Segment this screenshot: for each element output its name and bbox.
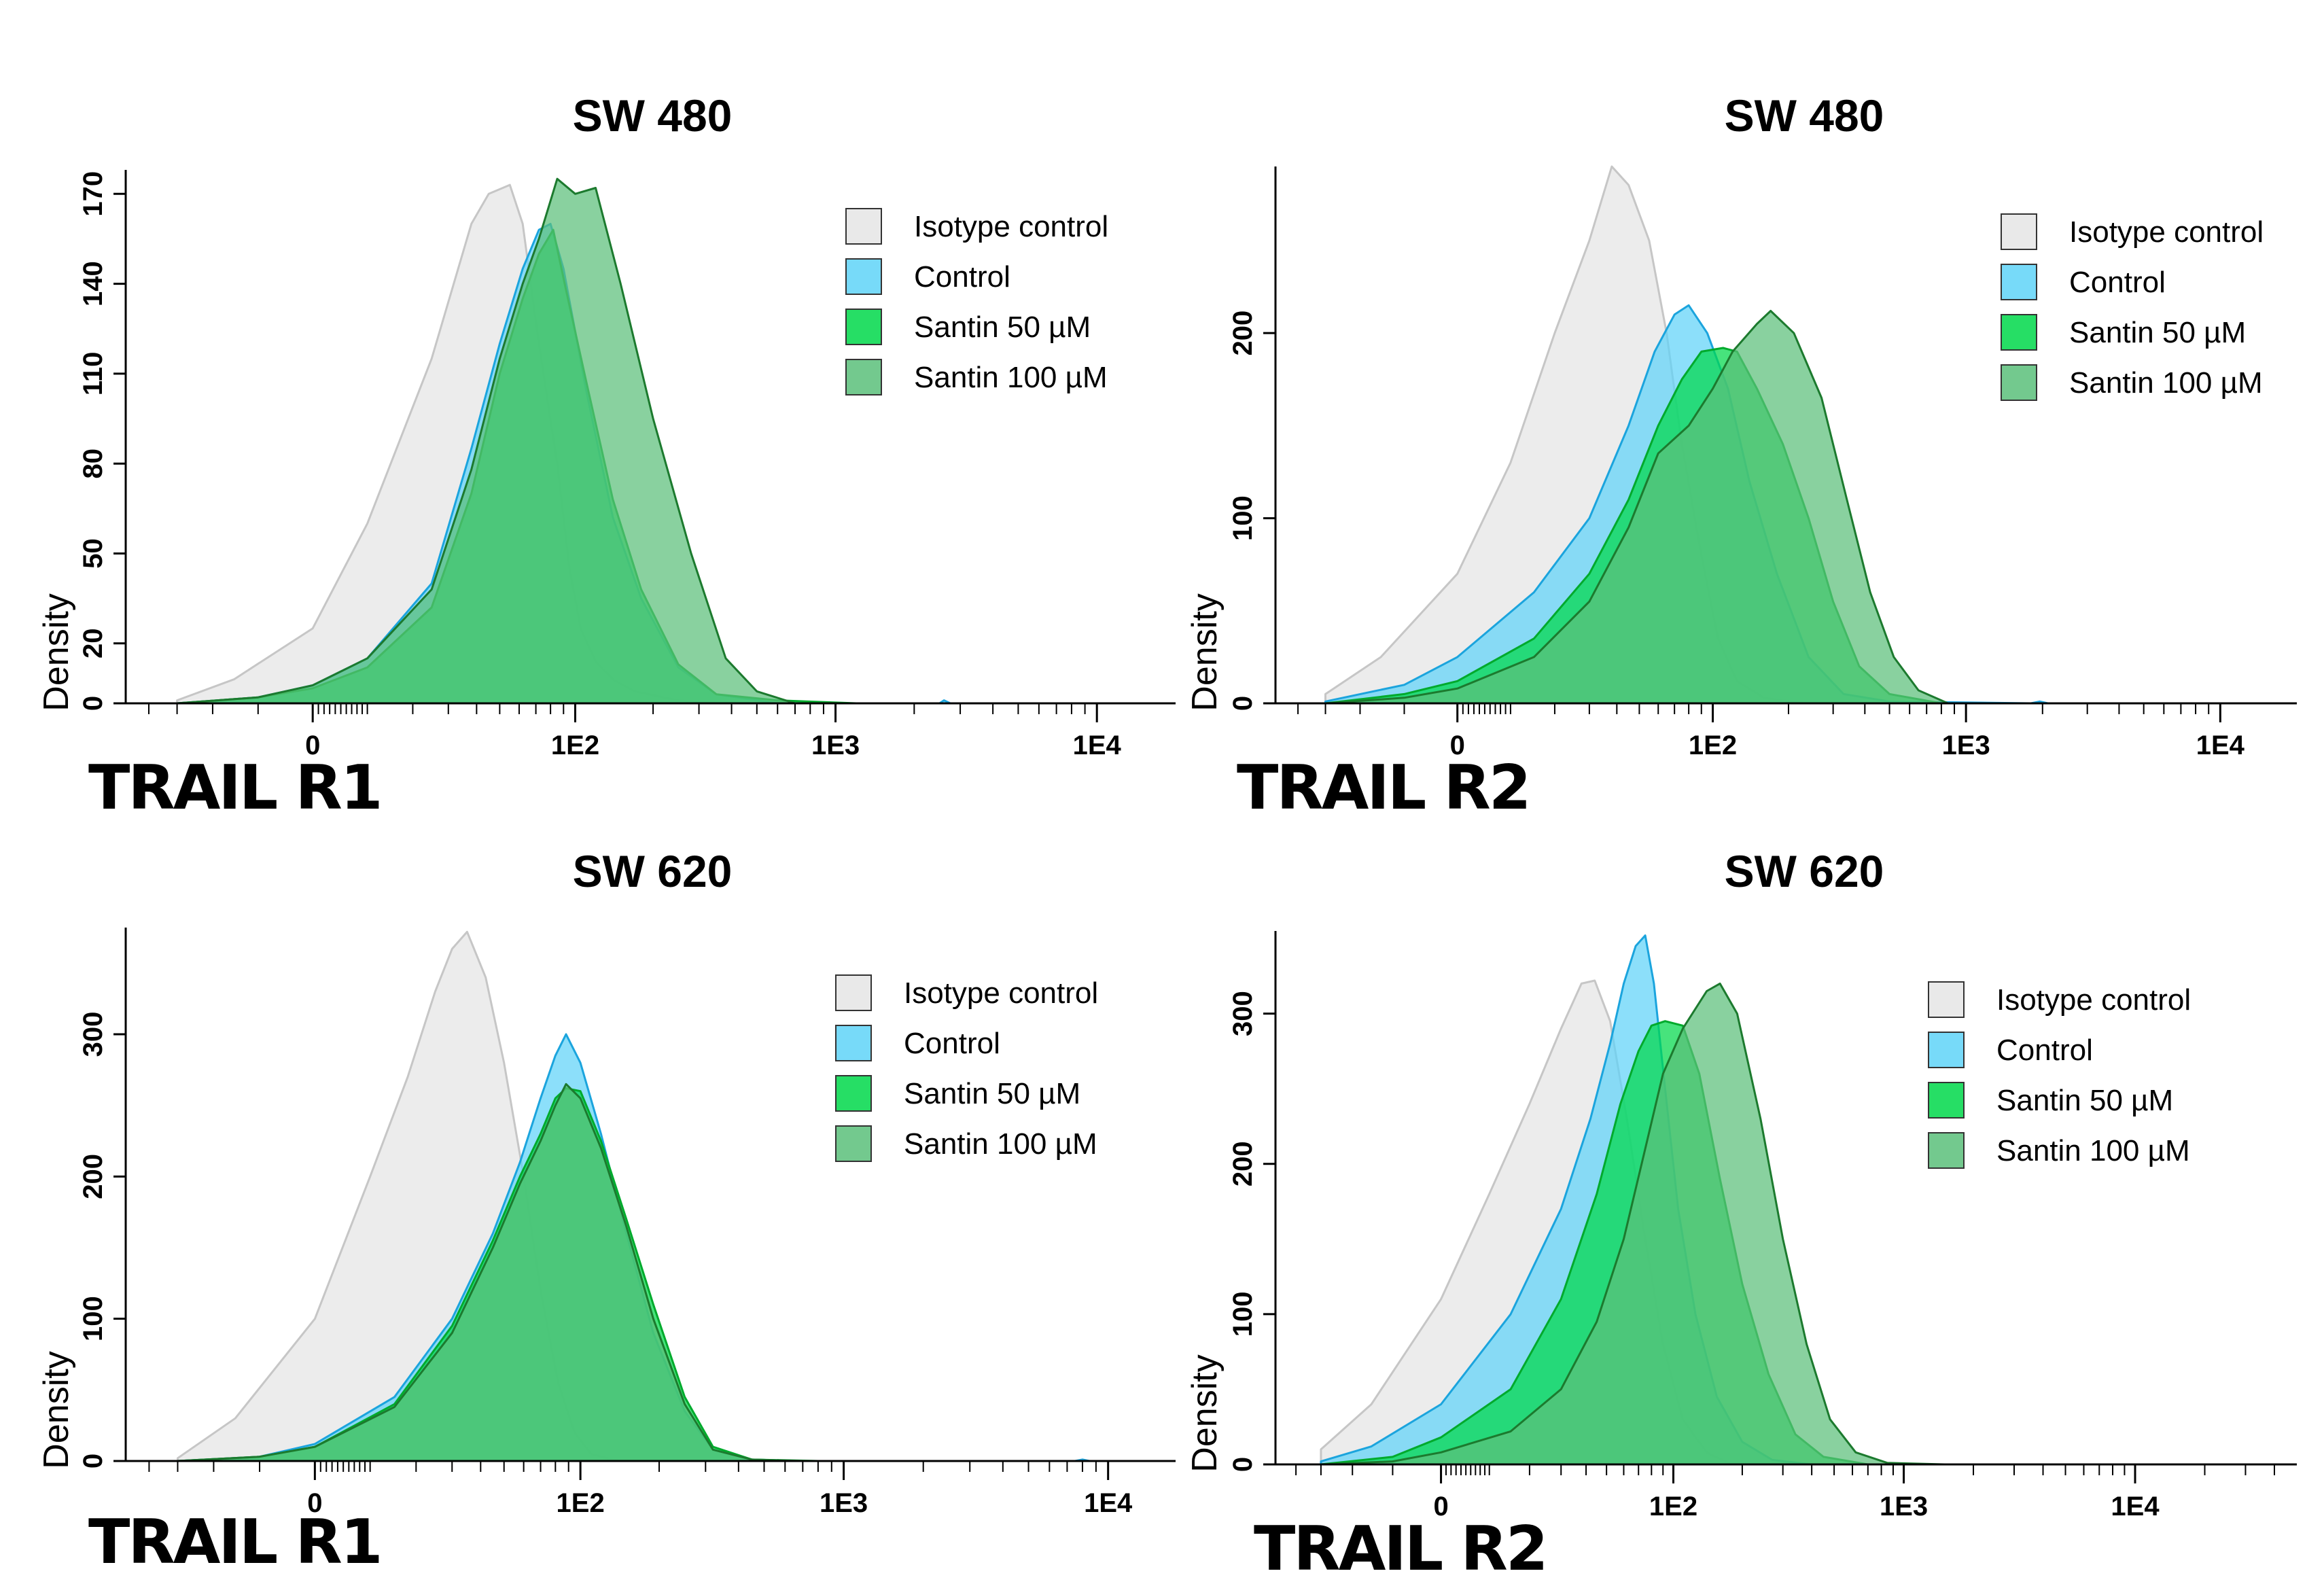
chart-title: SW 620 (573, 846, 733, 896)
y-tick-label: 80 (78, 448, 108, 479)
legend-label: Isotype control (2069, 215, 2264, 249)
x-tick-label: 1E3 (1942, 731, 1990, 760)
y-tick-label: 110 (78, 352, 108, 396)
legend-label: Santin 100 µM (2069, 366, 2263, 400)
x-tick-label: 1E3 (820, 1488, 868, 1518)
legend-swatch (835, 1025, 872, 1061)
y-axis-label: Density (1185, 1354, 1225, 1472)
legend-swatch (835, 1125, 872, 1162)
density-area (176, 177, 796, 705)
x-axis-label: TRAIL R1 (88, 1507, 381, 1578)
legend-swatch (1928, 981, 1965, 1018)
x-tick-label: 1E3 (811, 731, 860, 760)
y-tick-label: 140 (78, 261, 108, 306)
y-tick-label: 0 (78, 1454, 108, 1468)
legend-swatch (1928, 1032, 1965, 1068)
x-tick-label: 1E4 (1073, 731, 1122, 760)
density-area (177, 1083, 804, 1462)
legend-label: Isotype control (1996, 983, 2191, 1017)
x-tick-label: 0 (1433, 1492, 1448, 1521)
histogram-panel: SW 620 0 1E2 1E3 1E4 0 100 200 300 Density TRAIL R… (37, 846, 1176, 1578)
y-tick-label: 0 (1228, 696, 1258, 711)
density-area (1320, 982, 1946, 1466)
chart-title: SW 620 (1725, 846, 1884, 896)
y-tick-label: 100 (1228, 495, 1258, 541)
legend-label: Control (2069, 266, 2166, 299)
x-tick-label: 1E2 (557, 1488, 605, 1518)
x-axis-label: TRAIL R2 (1237, 752, 1529, 824)
x-axis-label: TRAIL R1 (88, 752, 381, 824)
x-tick-label: 1E4 (1084, 1488, 1133, 1518)
legend-label: Control (1996, 1034, 2093, 1067)
x-tick-label: 1E4 (2196, 731, 2245, 760)
y-tick-label: 50 (78, 538, 108, 569)
x-tick-label: 1E2 (1649, 1492, 1697, 1521)
legend-swatch (1928, 1082, 1965, 1119)
histogram-panel: SW 480 0 1E2 1E3 1E4 0 20 50 80 110 140 170 Density T… (37, 90, 1176, 824)
chart-title: SW 480 (573, 90, 733, 141)
y-tick-label: 20 (78, 629, 108, 659)
legend-label: Santin 50 µM (1996, 1084, 2173, 1117)
legend: Isotype control Control Santin 50 µM Santin… (1928, 981, 2191, 1169)
y-tick-label: 300 (78, 1012, 108, 1057)
y-axis-label: Density (37, 1351, 76, 1468)
x-axis-label: TRAIL R2 (1254, 1513, 1546, 1584)
legend-swatch (845, 359, 882, 395)
legend-label: Isotype control (914, 210, 1108, 243)
legend-label: Santin 50 µM (914, 311, 1091, 344)
y-tick-label: 200 (1228, 1141, 1258, 1186)
legend-label: Control (904, 1027, 1000, 1060)
legend: Isotype control Control Santin 50 µM Santin… (835, 974, 1098, 1162)
x-tick-label: 1E2 (551, 731, 599, 760)
y-tick-label: 0 (1228, 1457, 1258, 1472)
y-tick-label: 170 (78, 171, 108, 217)
histogram-panel: SW 620 0 1E2 1E3 1E4 0 100 200 300 Density TRAIL R… (1185, 846, 2297, 1584)
legend-label: Santin 100 µM (914, 361, 1108, 394)
legend-swatch (835, 974, 872, 1011)
density-area (1324, 310, 1950, 705)
legend-label: Santin 100 µM (904, 1127, 1097, 1161)
legend-swatch (845, 309, 882, 345)
legend: Isotype control Control Santin 50 µM Santin… (2001, 213, 2264, 401)
y-tick-label: 100 (1228, 1291, 1258, 1337)
legend-label: Santin 100 µM (1996, 1134, 2190, 1167)
x-tick-label: 1E2 (1689, 731, 1737, 760)
y-tick-label: 200 (1228, 311, 1258, 356)
y-axis-label: Density (37, 593, 76, 711)
legend: Isotype control Control Santin 50 µM Santin… (845, 208, 1108, 395)
x-tick-label: 1E3 (1880, 1492, 1928, 1521)
y-tick-label: 0 (78, 696, 108, 711)
legend-swatch (1928, 1132, 1965, 1169)
legend-swatch (835, 1075, 872, 1112)
histogram-panel: SW 480 0 1E2 1E3 1E4 0 100 200 Density TRAIL R2 Is… (1185, 90, 2297, 824)
y-axis-label: Density (1185, 593, 1225, 711)
x-tick-label: 0 (1450, 731, 1465, 760)
legend-label: Santin 50 µM (904, 1077, 1080, 1110)
legend-label: Isotype control (904, 976, 1098, 1010)
y-tick-label: 100 (78, 1296, 108, 1341)
legend-swatch (2001, 264, 2037, 300)
y-tick-label: 300 (1228, 991, 1258, 1036)
x-tick-label: 1E4 (2111, 1492, 2160, 1521)
chart-title: SW 480 (1725, 90, 1884, 141)
legend-swatch (845, 208, 882, 245)
x-tick-label: 0 (305, 731, 320, 760)
x-tick-label: 0 (307, 1488, 322, 1518)
legend-label: Control (914, 260, 1010, 294)
legend-label: Santin 50 µM (2069, 316, 2246, 349)
legend-swatch (845, 258, 882, 295)
y-tick-label: 200 (78, 1154, 108, 1199)
legend-swatch (2001, 213, 2037, 250)
legend-swatch (2001, 364, 2037, 401)
legend-swatch (2001, 314, 2037, 351)
